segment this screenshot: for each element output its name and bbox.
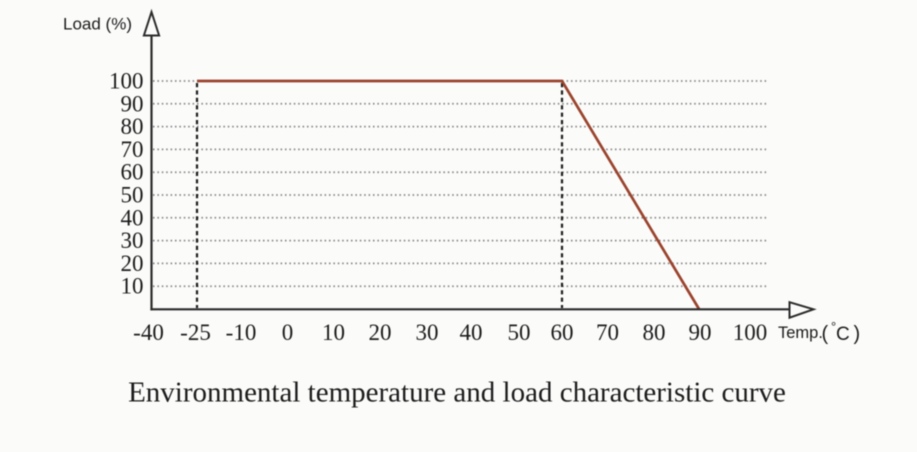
svg-text:80: 80 — [121, 114, 144, 139]
svg-text:60: 60 — [551, 320, 574, 345]
svg-text:40: 40 — [121, 205, 144, 230]
svg-text:30: 30 — [416, 320, 439, 345]
svg-text:50: 50 — [121, 183, 144, 208]
svg-text:-25: -25 — [180, 320, 211, 345]
svg-text:Temp.: Temp. — [778, 324, 823, 342]
svg-text:70: 70 — [596, 320, 619, 345]
svg-text:20: 20 — [369, 320, 392, 345]
svg-text:40: 40 — [460, 320, 483, 345]
svg-text:°: ° — [831, 319, 836, 334]
svg-text:C: C — [836, 324, 850, 345]
svg-text:30: 30 — [121, 228, 144, 253]
svg-text:10: 10 — [322, 320, 345, 345]
svg-text:20: 20 — [121, 251, 144, 276]
svg-text:): ) — [854, 323, 861, 345]
svg-text:100: 100 — [109, 69, 144, 94]
svg-text:Environmental temperature and: Environmental temperature and load chara… — [128, 377, 786, 409]
svg-text:90: 90 — [121, 91, 144, 116]
svg-text:-40: -40 — [133, 320, 164, 345]
svg-text:80: 80 — [643, 320, 666, 345]
svg-text:70: 70 — [121, 137, 144, 162]
svg-text:60: 60 — [121, 160, 144, 185]
svg-text:0: 0 — [282, 320, 294, 345]
svg-text:10: 10 — [121, 274, 144, 299]
svg-text:100: 100 — [733, 320, 768, 345]
svg-text:90: 90 — [689, 320, 712, 345]
svg-text:-10: -10 — [226, 320, 257, 345]
svg-text:50: 50 — [508, 320, 531, 345]
svg-text:Load (%): Load (%) — [63, 15, 132, 34]
svg-text:(: ( — [822, 323, 829, 345]
